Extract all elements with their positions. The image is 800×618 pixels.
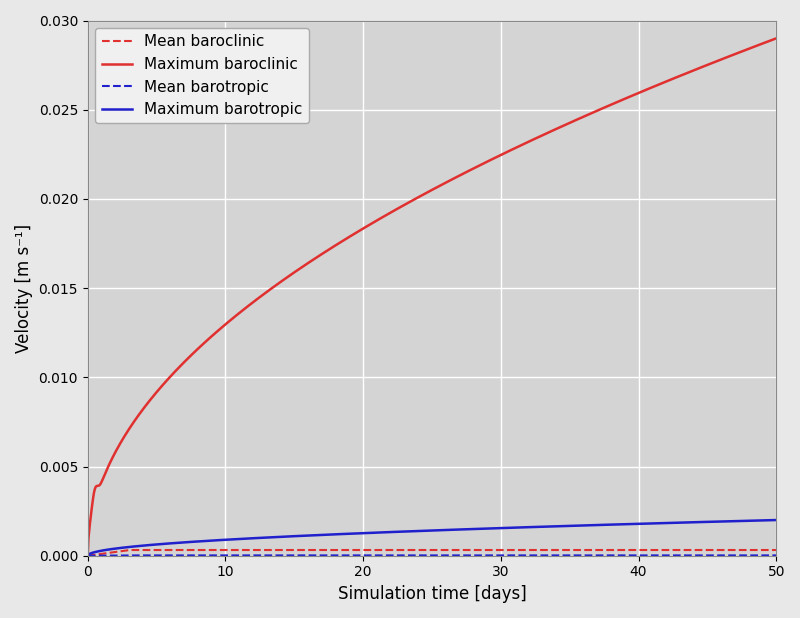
Mean baroclinic (621, 546, 630, 554)
Maximum baroclinic (154, 387, 163, 394)
Maximum barotropic (83, 552, 93, 559)
Maximum baroclinic (362, 223, 371, 231)
Mean barotropic (557, 552, 566, 559)
Mean baroclinic (633, 546, 642, 554)
Mean barotropic (633, 552, 642, 559)
Maximum baroclinic (620, 95, 630, 103)
Maximum barotropic (362, 530, 371, 537)
Line: Maximum barotropic: Maximum barotropic (88, 520, 776, 556)
Maximum barotropic (620, 520, 630, 528)
Y-axis label: Velocity [m s⁻¹]: Velocity [m s⁻¹] (15, 224, 33, 353)
Mean baroclinic (154, 546, 163, 554)
Mean baroclinic (83, 552, 93, 559)
Mean baroclinic (362, 546, 372, 554)
Maximum barotropic (632, 520, 642, 528)
Maximum baroclinic (632, 90, 642, 97)
Mean barotropic (771, 552, 781, 559)
Maximum barotropic (154, 541, 163, 548)
Legend: Mean baroclinic, Maximum baroclinic, Mean barotropic, Maximum barotropic: Mean baroclinic, Maximum baroclinic, Mea… (95, 28, 309, 123)
Mean baroclinic (387, 546, 397, 554)
Maximum barotropic (556, 522, 566, 530)
Mean barotropic (621, 552, 630, 559)
Mean baroclinic (771, 546, 781, 554)
Mean barotropic (387, 552, 397, 559)
Mean barotropic (154, 552, 163, 559)
Line: Mean baroclinic: Mean baroclinic (88, 550, 776, 556)
Line: Maximum baroclinic: Maximum baroclinic (88, 38, 776, 556)
Maximum barotropic (771, 516, 781, 523)
Maximum baroclinic (556, 123, 566, 130)
Maximum baroclinic (386, 209, 396, 216)
Maximum baroclinic (83, 552, 93, 559)
Maximum baroclinic (771, 35, 781, 42)
Mean barotropic (362, 552, 372, 559)
Mean barotropic (83, 552, 93, 559)
Mean baroclinic (124, 546, 134, 554)
Mean baroclinic (557, 546, 566, 554)
Mean barotropic (124, 552, 134, 559)
X-axis label: Simulation time [days]: Simulation time [days] (338, 585, 526, 603)
Maximum barotropic (386, 528, 396, 536)
